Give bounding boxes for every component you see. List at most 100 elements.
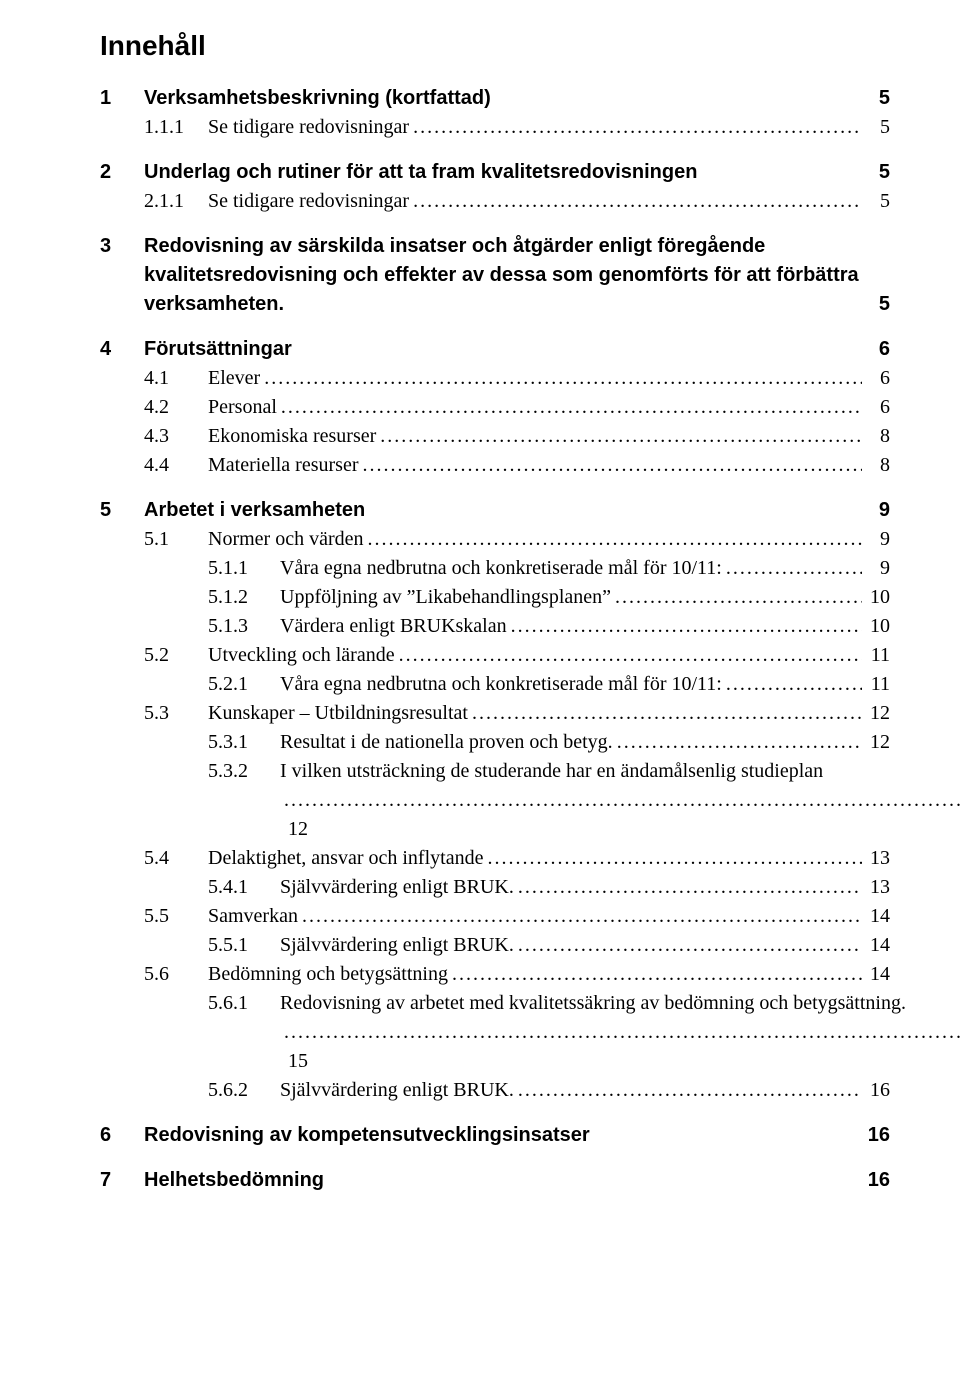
toc-label: Redovisning av arbetet med kvalitetssäkr…	[280, 989, 906, 1018]
toc-number: 2	[100, 158, 144, 187]
toc-number: 7	[100, 1166, 144, 1195]
toc-leader	[277, 393, 862, 422]
toc-page: 13	[862, 844, 890, 873]
toc-leader	[483, 844, 862, 873]
toc-entry: 4.2Personal 6	[144, 393, 890, 422]
toc-page: 5	[862, 158, 890, 187]
toc-page: 15	[280, 1047, 308, 1076]
toc-entry: 5.2Utveckling och lärande11	[144, 641, 890, 670]
toc-number: 4.3	[144, 422, 208, 451]
toc-leader	[280, 786, 960, 815]
toc-page: 13	[862, 873, 890, 902]
toc-entry: 5.1.2Uppföljning av ”Likabehandlingsplan…	[208, 583, 890, 612]
toc-leader	[507, 612, 862, 641]
toc-number: 2.1.1	[144, 187, 208, 216]
toc-leader	[409, 113, 862, 142]
toc-number: 5.5.1	[208, 931, 280, 960]
toc-entry: 5.2.1Våra egna nedbrutna och konkretiser…	[208, 670, 890, 699]
toc-number: 5.6.1	[208, 989, 280, 1018]
toc-page: 16	[862, 1076, 890, 1105]
toc-page: 10	[862, 612, 890, 641]
toc-entry: 1Verksamhetsbeskrivning (kortfattad) 5	[100, 84, 890, 113]
toc-label: Redovisning av särskilda insatser och åt…	[144, 235, 859, 315]
toc-number: 5.1.2	[208, 583, 280, 612]
toc-label: Våra egna nedbrutna och konkretiserade m…	[280, 670, 722, 699]
toc-entry: 4.1Elever 6	[144, 364, 890, 393]
table-of-contents: 1Verksamhetsbeskrivning (kortfattad)51.1…	[100, 84, 890, 1195]
toc-label: Bedömning och betygsättning	[208, 960, 448, 989]
toc-label: Personal	[208, 393, 277, 422]
toc-entry: 4.3Ekonomiska resurser 8	[144, 422, 890, 451]
toc-leader	[448, 960, 862, 989]
document-title: Innehåll	[100, 30, 890, 62]
toc-label: Ekonomiska resurser	[208, 422, 376, 451]
toc-page: 8	[862, 451, 890, 480]
toc-leader	[409, 187, 862, 216]
toc-entry: 5Arbetet i verksamheten9	[100, 496, 890, 525]
toc-number: 5.3.1	[208, 728, 280, 757]
toc-page: 9	[862, 525, 890, 554]
toc-page: 16	[862, 1166, 890, 1195]
toc-number: 5.5	[144, 902, 208, 931]
toc-entry: 5.1.1Våra egna nedbrutna och konkretiser…	[208, 554, 890, 583]
toc-label: Delaktighet, ansvar och inflytande	[208, 844, 483, 873]
toc-label: Elever	[208, 364, 260, 393]
toc-entry: 5.1Normer och värden9	[144, 525, 890, 554]
toc-page: 16	[862, 1121, 890, 1150]
toc-page: 6	[862, 393, 890, 422]
toc-number: 5.1.3	[208, 612, 280, 641]
toc-label: Arbetet i verksamheten	[144, 496, 365, 525]
toc-number: 3	[100, 232, 144, 261]
toc-leader	[722, 670, 862, 699]
toc-label: Uppföljning av ”Likabehandlingsplanen”	[280, 583, 611, 612]
toc-label: Verksamhetsbeskrivning (kortfattad)	[144, 84, 491, 113]
toc-page: 14	[862, 960, 890, 989]
toc-leader	[364, 525, 863, 554]
toc-label: Se tidigare redovisningar	[208, 187, 409, 216]
toc-page: 12	[862, 699, 890, 728]
toc-entry: 5.1.3Värdera enligt BRUKskalan10	[208, 612, 890, 641]
toc-page: 11	[862, 670, 890, 699]
toc-entry: 5.4.1Självvärdering enligt BRUK.13	[208, 873, 890, 902]
toc-leader	[514, 1076, 862, 1105]
toc-number: 4.2	[144, 393, 208, 422]
toc-label: Se tidigare redovisningar	[208, 113, 409, 142]
toc-entry: 5.4Delaktighet, ansvar och inflytande13	[144, 844, 890, 873]
toc-entry: 5.6Bedömning och betygsättning14	[144, 960, 890, 989]
toc-page: 6	[862, 364, 890, 393]
toc-page: 8	[862, 422, 890, 451]
toc-label: Materiella resurser	[208, 451, 358, 480]
toc-page: 5	[862, 84, 890, 113]
toc-leader	[514, 931, 862, 960]
toc-page: 9	[862, 496, 890, 525]
toc-number: 5.3.2	[208, 757, 280, 786]
toc-label: Kunskaper – Utbildningsresultat	[208, 699, 468, 728]
toc-page: 5	[862, 187, 890, 216]
toc-label: Normer och värden	[208, 525, 364, 554]
toc-label: Resultat i de nationella proven och bety…	[280, 728, 613, 757]
toc-leader	[611, 583, 862, 612]
toc-label: Samverkan	[208, 902, 298, 931]
toc-number: 4	[100, 335, 144, 364]
toc-label: I vilken utsträckning de studerande har …	[280, 757, 823, 786]
toc-number: 1	[100, 84, 144, 113]
toc-page: 5	[862, 113, 890, 142]
toc-number: 4.1	[144, 364, 208, 393]
toc-label: Självvärdering enligt BRUK.	[280, 873, 514, 902]
toc-entry: 7Helhetsbedömning 16	[100, 1166, 890, 1195]
toc-page: 5	[862, 290, 890, 319]
toc-entry: 4.4Materiella resurser8	[144, 451, 890, 480]
toc-number: 5.1.1	[208, 554, 280, 583]
toc-label: Självvärdering enligt BRUK.	[280, 931, 514, 960]
toc-page: 14	[862, 902, 890, 931]
toc-label: Underlag och rutiner för att ta fram kva…	[144, 158, 697, 187]
toc-number: 5.3	[144, 699, 208, 728]
toc-number: 5.2	[144, 641, 208, 670]
toc-label: Helhetsbedömning	[144, 1166, 324, 1195]
toc-number: 5.6.2	[208, 1076, 280, 1105]
toc-entry: 5.5.1Självvärdering enligt BRUK.14	[208, 931, 890, 960]
toc-page: 12	[862, 728, 890, 757]
toc-entry: 2Underlag och rutiner för att ta fram kv…	[100, 158, 890, 187]
toc-page: 11	[862, 641, 890, 670]
toc-page: 10	[862, 583, 890, 612]
